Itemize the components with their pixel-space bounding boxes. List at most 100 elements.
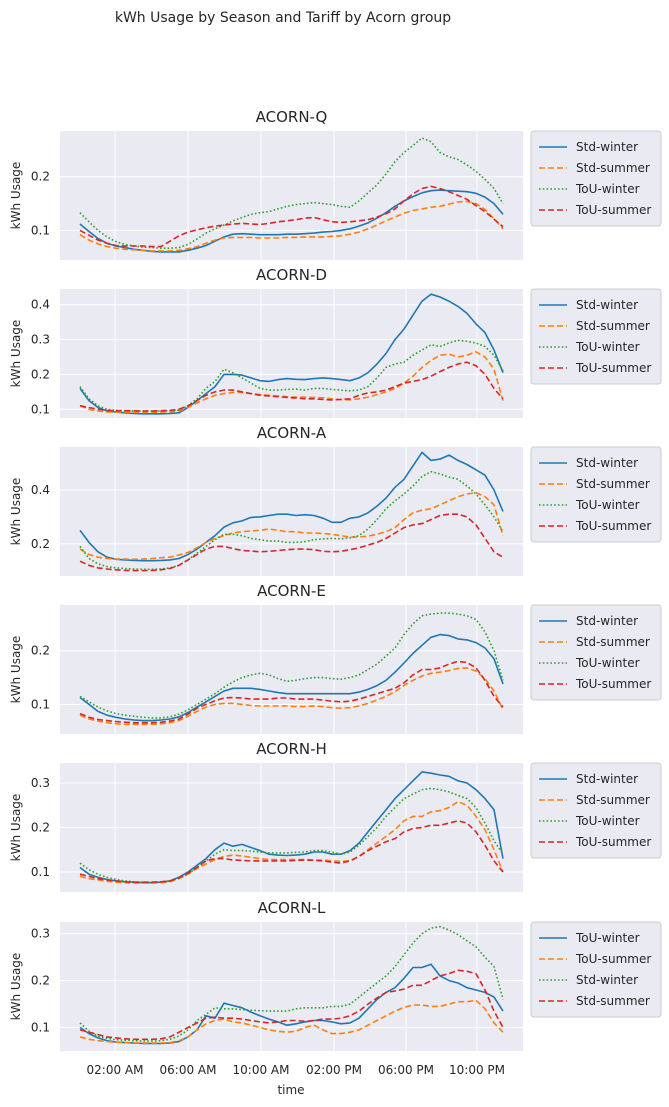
series-line-tou-summer [79,660,504,724]
legend-label: ToU-winter [575,931,640,945]
series-line-tou-summer [79,819,504,884]
legend-box [530,130,662,227]
legend-label: Std-winter [576,140,638,154]
legend-label: Std-winter [576,298,638,312]
series-line-std-winter [79,925,504,1042]
legend: Std-winter Std-summer ToU-winter ToU-summer [530,130,662,227]
legend-label: ToU-winter [575,498,640,512]
y-axis-label: kWh Usage [9,953,23,1021]
legend-label: ToU-summer [575,203,651,217]
panel-title: ACORN-Q [256,108,328,126]
y-tick-label: 0.3 [31,776,50,790]
y-tick-label: 0.2 [31,821,50,835]
y-axis-label: kWh Usage [9,478,23,546]
series-line-std-summer [79,350,504,414]
panel-acorn-a: 0.2 0.4 ACORN-A kWh Usage Std-winter Std-summ… [9,424,662,576]
y-tick-label: 0.2 [31,644,50,658]
x-tick-label: 06:00 PM [378,1063,434,1077]
legend-label: ToU-summer [575,519,651,533]
legend-label: Std-winter [576,973,638,987]
x-tick-label: 02:00 PM [306,1063,362,1077]
legend-label: Std-summer [576,477,650,491]
y-tick-label: 0.2 [31,537,50,551]
series-line-std-summer [79,969,504,1041]
legend-label: ToU-winter [575,656,640,670]
plot-area [60,289,523,418]
panel-title: ACORN-D [256,266,327,284]
panel-acorn-l: 0.1 0.2 0.3 ACORN-L kWh Usage ToU-winter ToU-s… [9,899,662,1051]
legend-box [530,446,662,543]
legend-label: ToU-summer [575,952,651,966]
panel-acorn-h: 0.1 0.2 0.3 ACORN-H kWh Usage Std-winter Std-s… [9,740,662,892]
panel-title: ACORN-H [256,740,327,758]
legend-label: ToU-winter [575,340,640,354]
legend-label: Std-summer [576,635,650,649]
legend-label: Std-summer [576,319,650,333]
legend-label: ToU-summer [575,835,651,849]
y-tick-label: 0.4 [31,298,50,312]
series-line-tou-winter [79,137,504,249]
legend-label: Std-winter [576,456,638,470]
panel-acorn-q: 0.1 0.2 ACORN-Q kWh Usage Std-winter Std-summ… [9,108,662,260]
plot-area [60,131,523,260]
x-tick-label: 10:00 PM [449,1063,505,1077]
series-line-tou-winter [79,787,504,884]
series-line-tou-summer [79,361,504,412]
legend: Std-winter Std-summer ToU-winter ToU-summer [530,288,662,385]
series-line-tou-summer [79,999,504,1044]
y-tick-label: 0.1 [31,865,50,879]
plot-area [60,447,523,576]
series-line-tou-winter [79,612,504,719]
legend-label: Std-winter [576,772,638,786]
x-tick-labels: 02:00 AM 06:00 AM 10:00 AM 02:00 PM 06:00 PM… [87,1063,505,1077]
y-tick-label: 0.1 [31,697,50,711]
legend-label: Std-summer [576,994,650,1008]
legend-label: Std-winter [576,614,638,628]
y-tick-label: 0.1 [31,402,50,416]
legend: Std-winter Std-summer ToU-winter ToU-summer [530,604,662,701]
series-line-std-summer [79,667,504,726]
series-line-std-winter [79,451,504,562]
legend-label: ToU-winter [575,814,640,828]
series-line-std-winter [79,633,504,722]
legend: Std-winter Std-summer ToU-winter ToU-summer [530,762,662,859]
legend-label: Std-summer [576,793,650,807]
legend-label: ToU-winter [575,182,640,196]
panel-title: ACORN-L [258,899,326,917]
legend: ToU-winter ToU-summer Std-winter Std-summer [530,921,662,1018]
legend-box [530,762,662,859]
y-tick-label: 0.3 [31,927,50,941]
x-axis-label: time [277,1083,304,1097]
y-axis-label: kWh Usage [9,636,23,704]
series-line-std-summer [79,800,504,884]
y-tick-label: 0.4 [31,483,50,497]
legend-label: Std-summer [576,161,650,175]
legend: Std-winter Std-summer ToU-winter ToU-summer [530,446,662,543]
figure-suptitle: kWh Usage by Season and Tariff by Acorn … [115,10,451,26]
y-tick-label: 0.3 [31,333,50,347]
panel-title: ACORN-E [257,582,326,600]
series-line-tou-summer [79,513,504,572]
y-tick-label: 0.2 [31,367,50,381]
y-tick-label: 0.1 [31,1021,50,1035]
y-tick-label: 0.2 [31,170,50,184]
y-axis-label: kWh Usage [9,794,23,862]
x-tick-label: 02:00 AM [87,1063,144,1077]
legend-box [530,288,662,385]
series-line-tou-winter [79,963,504,1045]
x-tick-label: 10:00 AM [233,1063,290,1077]
legend-label: ToU-summer [575,677,651,691]
y-tick-label: 0.2 [31,974,50,988]
series-line-std-winter [79,771,504,884]
y-tick-label: 0.1 [31,223,50,237]
y-axis-label: kWh Usage [9,162,23,230]
x-tick-label: 06:00 AM [160,1063,217,1077]
series-line-tou-summer [79,185,504,248]
y-axis-label: kWh Usage [9,320,23,388]
series-line-std-winter [79,293,504,415]
panel-title: ACORN-A [257,424,327,442]
legend-label: ToU-summer [575,361,651,375]
series-line-std-summer [79,200,504,252]
panels: 0.1 0.2 ACORN-Q kWh Usage Std-winter Std-summ… [9,108,662,1051]
